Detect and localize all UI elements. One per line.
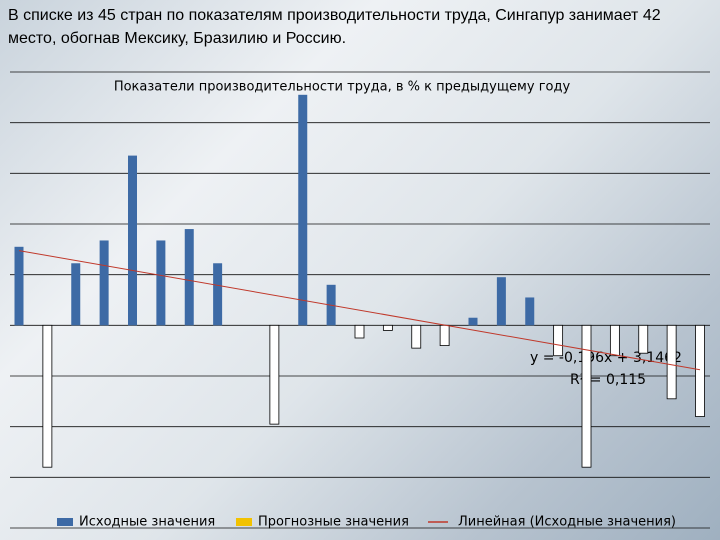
trend-equation: y = -0,196x + 3,1462 (530, 350, 682, 366)
bar (298, 94, 308, 326)
bar (695, 324, 705, 417)
legend-swatch (57, 518, 73, 526)
bar (42, 324, 53, 468)
legend-swatch (236, 518, 252, 526)
bar (496, 277, 506, 326)
bar (354, 324, 365, 339)
bar (411, 324, 422, 349)
bar (553, 324, 564, 357)
trend-r2: R² = 0,115 (570, 372, 646, 388)
bar (213, 263, 223, 326)
bar (439, 324, 450, 347)
bar (184, 229, 194, 326)
bar (581, 324, 592, 468)
bar (666, 324, 677, 400)
bar (609, 324, 620, 357)
bar (99, 240, 109, 326)
heading: В списке из 45 стран по показателям прои… (8, 7, 661, 47)
legend-label: Исходные значения (79, 515, 215, 530)
bar (468, 317, 478, 326)
bar (638, 324, 649, 354)
legend-label: Линейная (Исходные значения) (458, 515, 676, 530)
bar (156, 240, 166, 326)
chart-title: Показатели производительности труда, в %… (114, 80, 571, 95)
bar (382, 324, 393, 331)
bar (525, 297, 535, 326)
bar (269, 324, 280, 425)
legend-label: Прогнозные значения (258, 515, 409, 530)
bar (71, 263, 81, 326)
trend-line (18, 250, 701, 371)
bar (14, 246, 24, 326)
bar (128, 155, 137, 326)
